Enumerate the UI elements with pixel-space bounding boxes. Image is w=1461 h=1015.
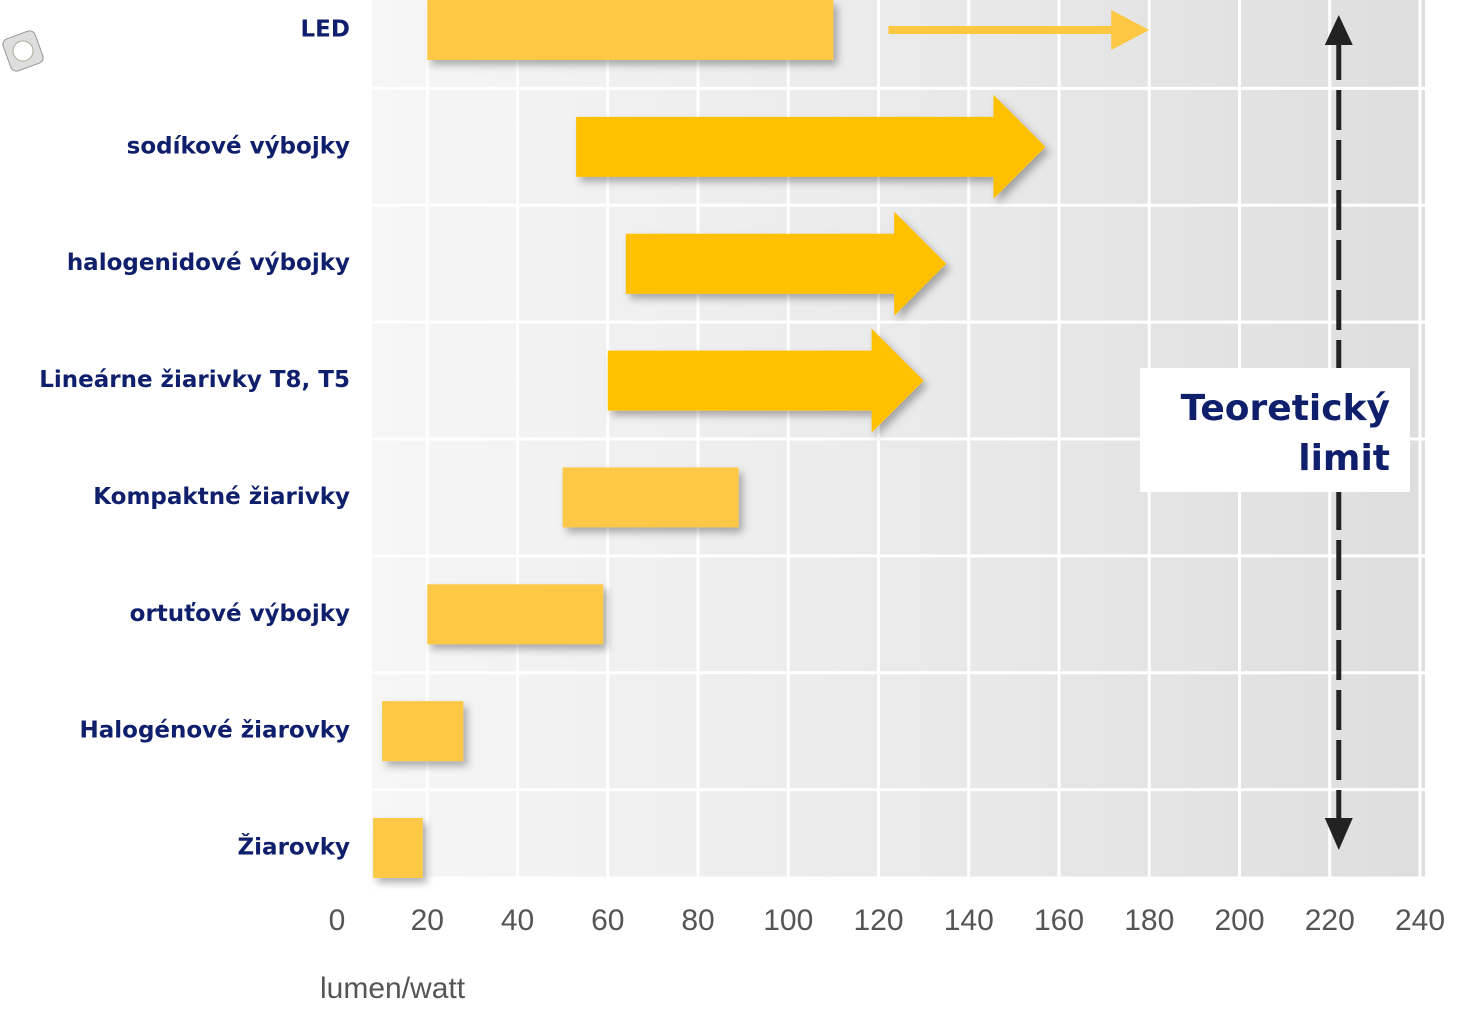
limit-label: limit — [1298, 438, 1390, 479]
bar — [562, 467, 739, 528]
x-tick-label: 180 — [1124, 904, 1174, 937]
limit-label-box — [1140, 368, 1410, 492]
bar — [427, 0, 834, 60]
x-tick-label: 240 — [1395, 904, 1445, 937]
x-tick-label: 220 — [1305, 904, 1355, 937]
x-tick-label: 0 — [329, 904, 346, 937]
bar — [382, 701, 464, 762]
x-tick-label: 40 — [501, 904, 534, 937]
category-label: halogenidové výbojky — [67, 250, 350, 276]
category-label: Halogénové žiarovky — [79, 718, 350, 744]
led-icon — [2, 30, 44, 72]
extension-arrow — [888, 10, 1150, 50]
category-label: Kompaktné žiarivky — [93, 484, 350, 510]
x-tick-label: 120 — [853, 904, 903, 937]
category-label: Žiarovky — [237, 833, 350, 861]
category-label: Lineárne žiarivky T8, T5 — [39, 367, 350, 393]
category-label: LED — [301, 17, 350, 43]
bar — [427, 584, 604, 645]
x-tick-label: 20 — [411, 904, 444, 937]
x-tick-label: 80 — [681, 904, 714, 937]
x-axis-label: lumen/watt — [320, 972, 466, 1005]
limit-label: Teoretický — [1181, 388, 1390, 429]
x-tick-label: 60 — [591, 904, 624, 937]
arrow-bar — [576, 94, 1046, 199]
category-label: sodíkové výbojky — [127, 133, 350, 159]
arrow-bar — [607, 328, 924, 433]
arrow-bar — [625, 211, 947, 316]
x-tick-label: 160 — [1034, 904, 1084, 937]
x-tick-label: 140 — [944, 904, 994, 937]
x-tick-label: 200 — [1214, 904, 1264, 937]
bar — [373, 818, 423, 878]
x-tick-label: 100 — [763, 904, 813, 937]
category-label: ortuťové výbojky — [130, 601, 350, 627]
